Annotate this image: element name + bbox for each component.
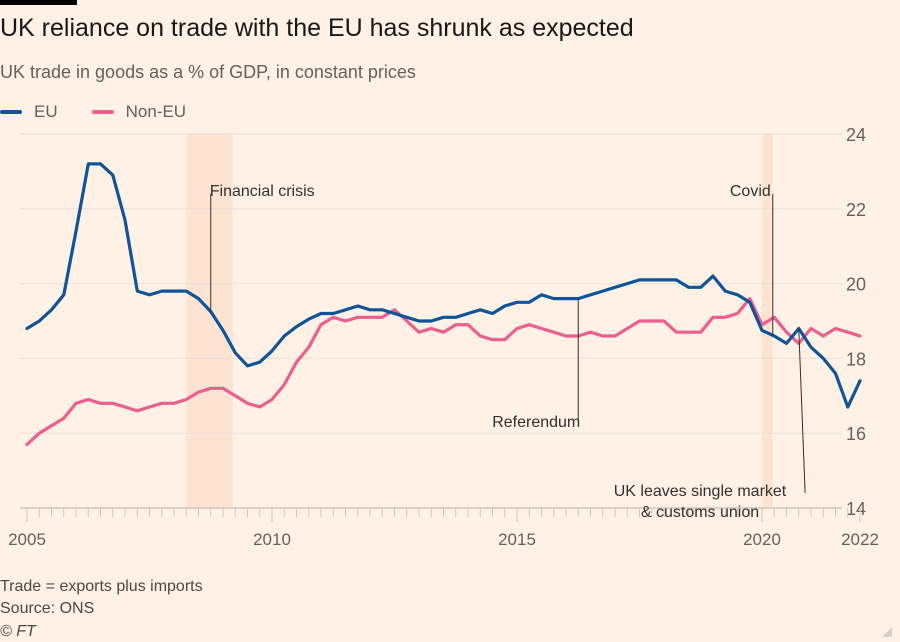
x-tick-label: 2015 xyxy=(498,530,536,549)
annotation-label: UK leaves single market xyxy=(614,483,787,500)
legend-swatch-non-eu xyxy=(91,110,114,114)
annotation-label: & customs union xyxy=(641,504,759,521)
annotation-line xyxy=(798,328,806,494)
x-tick-label: 2020 xyxy=(743,530,781,549)
footnote: Trade = exports plus imports xyxy=(0,578,203,595)
annotation-label: Referendum xyxy=(492,414,580,431)
legend-item-eu: EU xyxy=(0,102,58,122)
annotation-label: Covid xyxy=(730,183,771,200)
legend-swatch-eu xyxy=(0,110,22,114)
brand-bar xyxy=(0,0,77,5)
annotation-label: Financial crisis xyxy=(210,183,315,200)
y-tick-label: 16 xyxy=(846,424,866,444)
legend-item-non-eu: Non-EU xyxy=(91,102,187,122)
resize-handle-icon[interactable] xyxy=(882,627,892,637)
y-tick-label: 18 xyxy=(846,349,866,369)
x-tick-label: 2022 xyxy=(841,530,879,549)
x-tick-label: 2005 xyxy=(8,530,46,549)
chart-subtitle: UK trade in goods as a % of GDP, in cons… xyxy=(0,62,416,82)
series-line-non-eu xyxy=(25,297,862,446)
legend: EU Non-EU xyxy=(0,102,186,122)
source: Source: ONS xyxy=(0,600,95,617)
shaded-period xyxy=(186,134,233,508)
y-tick-label: 22 xyxy=(846,200,866,220)
y-tick-label: 20 xyxy=(846,275,866,295)
x-tick-label: 2010 xyxy=(253,530,291,549)
y-tick-label: 14 xyxy=(846,499,866,519)
chart-title: UK reliance on trade with the EU has shr… xyxy=(0,14,634,42)
copyright: © FT xyxy=(0,623,36,640)
y-tick-label: 24 xyxy=(846,125,866,145)
legend-label-eu: EU xyxy=(34,102,58,121)
series-line-eu xyxy=(25,162,862,409)
legend-label-non-eu: Non-EU xyxy=(125,102,187,121)
